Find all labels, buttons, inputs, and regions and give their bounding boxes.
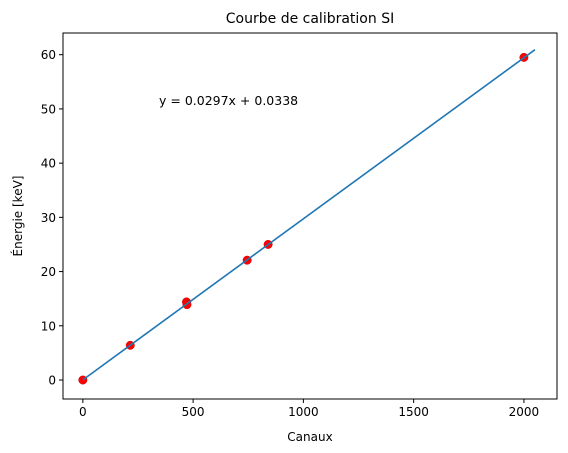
plot-area: 0 500 1000 1500 2000 0 10 20 30 40 50 60 bbox=[41, 48, 539, 419]
x-tick-label: 500 bbox=[182, 405, 205, 419]
fit-equation-annotation: y = 0.0297x + 0.0338 bbox=[159, 93, 298, 108]
chart-title: Courbe de calibration SI bbox=[226, 11, 394, 27]
x-tick-label: 2000 bbox=[509, 405, 540, 419]
y-tick-label: 20 bbox=[41, 265, 56, 279]
x-tick-label: 0 bbox=[79, 405, 87, 419]
y-tick-label: 40 bbox=[41, 157, 56, 171]
x-tick-label: 1500 bbox=[398, 405, 429, 419]
y-axis-label: Énergie [keV] bbox=[10, 176, 25, 257]
y-tick-label: 0 bbox=[48, 374, 56, 388]
x-tick-label: 1000 bbox=[288, 405, 319, 419]
y-tick-label: 60 bbox=[41, 48, 56, 62]
plot-frame bbox=[62, 32, 558, 400]
y-tick-label: 50 bbox=[41, 102, 56, 116]
x-axis-label: Canaux bbox=[287, 430, 332, 444]
y-tick-label: 30 bbox=[41, 211, 56, 225]
y-tick-label: 10 bbox=[41, 319, 56, 333]
fit-line bbox=[82, 49, 536, 381]
